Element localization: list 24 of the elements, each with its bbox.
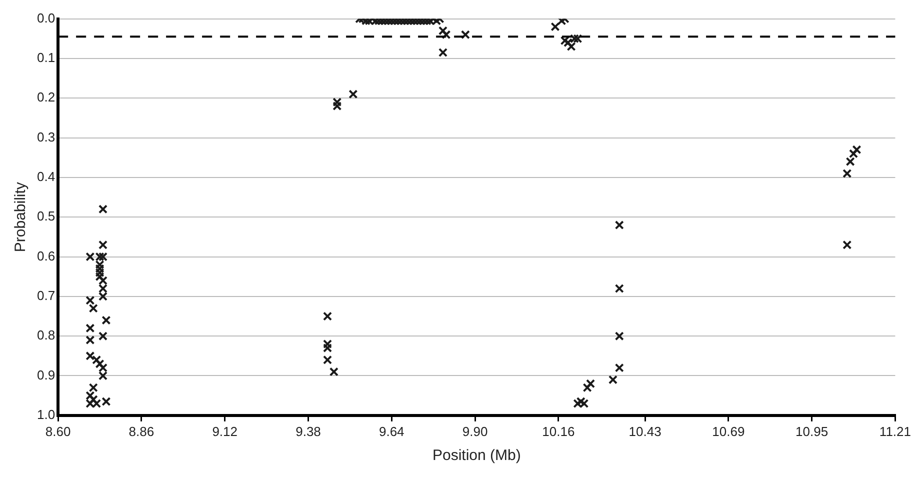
x-tick-label: 8.60	[45, 424, 71, 439]
x-tick-label: 10.43	[628, 424, 662, 439]
x-tick-label: 9.12	[212, 424, 238, 439]
y-tick-label: 1.0	[36, 406, 56, 422]
x-tick-label: 10.16	[542, 424, 575, 439]
y-axis-title: Probability	[12, 182, 30, 252]
x-tick-label: 11.21	[879, 424, 912, 439]
x-tick-label: 10.69	[712, 424, 745, 439]
y-tick-label: 0.7	[36, 288, 56, 303]
x-axis-title: Position (Mb)	[432, 447, 521, 464]
x-tick-label: 9.90	[462, 424, 488, 439]
x-tick-label: 10.95	[796, 424, 828, 439]
y-tick-label: 0.0	[36, 10, 56, 26]
y-tick-label: 0.3	[36, 129, 56, 144]
y-tick-label: 0.1	[36, 50, 56, 66]
y-tick-label: 0.8	[36, 328, 56, 343]
y-tick-label: 0.9	[36, 367, 56, 382]
x-tick-label: 8.86	[128, 424, 154, 439]
y-tick-label: 0.4	[36, 169, 56, 184]
x-tick-label: 9.38	[296, 424, 321, 439]
y-tick-label: 0.5	[36, 208, 56, 224]
y-tick-label: 0.2	[36, 90, 56, 105]
y-tick-label: 0.6	[36, 248, 56, 264]
x-tick-label: 9.64	[378, 424, 404, 439]
